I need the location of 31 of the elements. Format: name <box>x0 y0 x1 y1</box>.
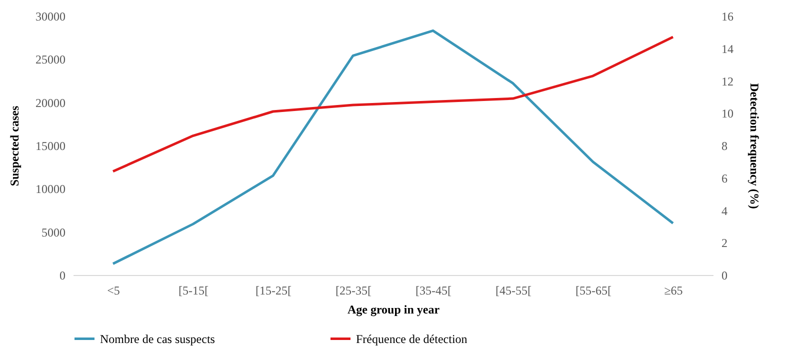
x-tick-label: [25-35[ <box>336 284 372 298</box>
y-tick-label: 10000 <box>36 182 66 196</box>
y2-tick-label: 10 <box>722 106 734 121</box>
x-tick-label: [55-65[ <box>576 284 612 298</box>
y2-tick-label: 2 <box>722 236 728 250</box>
y2-tick-label: 8 <box>722 139 728 153</box>
y2-tick-label: 12 <box>722 74 734 88</box>
y-tick-label: 30000 <box>36 10 66 24</box>
legend-label: Nombre de cas suspects <box>100 332 216 346</box>
x-tick-label: ≥65 <box>664 284 683 298</box>
x-tick-label: <5 <box>107 284 120 298</box>
y-tick-label: 25000 <box>36 52 66 67</box>
y2-tick-label: 6 <box>722 171 728 186</box>
y2-tick-label: 16 <box>722 10 734 24</box>
y-tick-label: 0 <box>60 268 66 282</box>
x-tick-label: [15-25[ <box>256 284 292 298</box>
line-series <box>112 36 674 173</box>
y2-tick-label: 4 <box>722 204 728 218</box>
legend-label: Fréquence de détection <box>356 332 468 346</box>
line-series <box>112 29 674 266</box>
y2-axis-title: Detection frequency (%) <box>748 83 762 209</box>
x-axis-title: Age group in year <box>347 302 440 316</box>
y2-tick-label: 0 <box>722 268 728 282</box>
y-tick-label: 5000 <box>42 225 66 240</box>
x-tick-label: [35-45[ <box>416 284 452 298</box>
x-tick-label: [45-55[ <box>496 284 532 298</box>
y2-tick-label: 14 <box>722 42 734 56</box>
y-tick-label: 15000 <box>36 139 66 153</box>
y-axis-title: Suspected cases <box>8 106 22 186</box>
y-tick-label: 20000 <box>36 96 66 110</box>
x-tick-label: [5-15[ <box>178 284 208 298</box>
